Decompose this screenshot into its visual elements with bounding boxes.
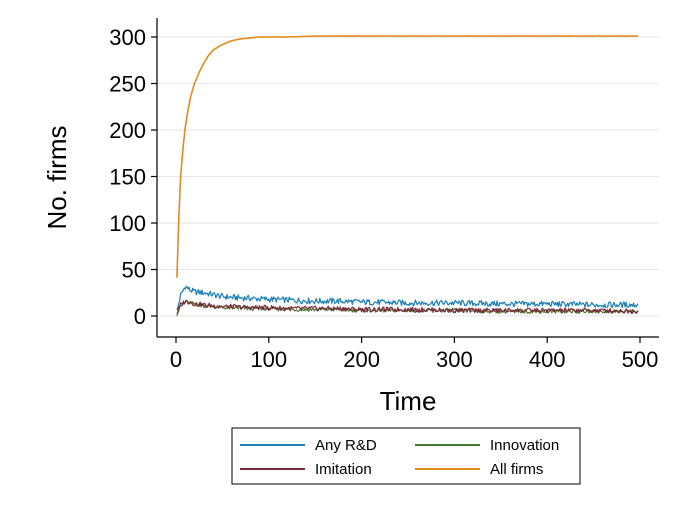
legend-label: Imitation [315,461,372,478]
legend-label: Any R&D [315,437,377,454]
y-tick-label: 0 [134,304,146,329]
y-tick-label: 50 [122,258,146,283]
axes: 0 50 100 150 200 250 300 0 100 200 300 400 500 [109,18,659,372]
y-tick-label: 300 [109,25,146,50]
y-tick-label: 150 [109,165,146,190]
legend-label: All firms [490,461,543,478]
legend-box [231,427,581,485]
x-tick-label: 300 [436,347,473,372]
series-lines [176,35,639,317]
x-tick-label: 0 [170,347,182,372]
legend: Any R&D Innovation Imitation All firms [231,427,581,485]
series-line [176,35,639,278]
series-line [176,285,639,311]
gridlines [157,36,659,317]
y-tick-label: 200 [109,118,146,143]
x-tick-label: 500 [622,347,659,372]
x-tick-label: 200 [343,347,380,372]
x-tick-label: 100 [250,347,287,372]
y-tick-label: 250 [109,72,146,97]
x-axis-title: Time [380,386,437,416]
y-axis-title: No. firms [42,126,72,230]
legend-label: Innovation [490,437,559,454]
y-tick-label: 100 [109,211,146,236]
series-line [176,299,639,315]
x-tick-label: 400 [529,347,566,372]
